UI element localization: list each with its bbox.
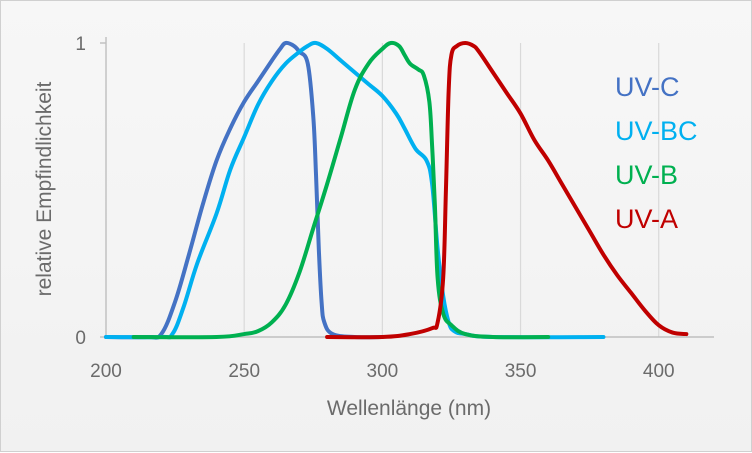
y-tick-label: 0 (75, 328, 86, 349)
y-axis-title: relative Empfindlichkeit (33, 81, 56, 296)
x-axis-title: Wellenlänge (nm) (327, 397, 491, 420)
series-line-uv-a (325, 41, 689, 340)
legend-entry-uv-c: UV-C (615, 72, 680, 102)
legend-entry-uv-b: UV-B (615, 160, 678, 190)
series-line-uv-c (104, 40, 385, 340)
legend-entry-uv-a: UV-A (615, 204, 678, 234)
x-tick-label: 350 (505, 361, 537, 382)
y-tick-label: 1 (75, 34, 86, 55)
x-tick-label: 400 (643, 361, 675, 382)
x-tick-label: 300 (367, 361, 399, 382)
series-line-uv-bc (104, 40, 606, 340)
x-tick-label: 250 (228, 361, 260, 382)
legend-entry-uv-bc: UV-BC (615, 116, 698, 146)
series-line-uv-b (131, 40, 551, 340)
x-tick-label: 200 (90, 361, 122, 382)
